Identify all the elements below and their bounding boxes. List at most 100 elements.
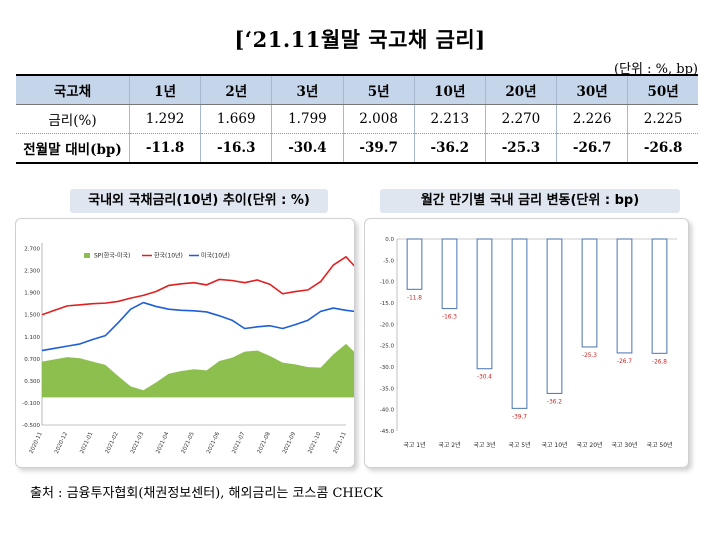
column-header: 3년 — [271, 74, 344, 105]
table-cell: -36.2 — [414, 133, 486, 164]
table-cell: 2.270 — [485, 104, 558, 134]
y-tick-label: -15.0 — [380, 301, 395, 307]
x-tick-label: 국고 50년 — [646, 441, 672, 449]
column-header: 국고채 — [16, 74, 130, 105]
data-label: -26.8 — [652, 359, 667, 365]
data-label: -11.8 — [407, 295, 422, 301]
right-chart-frame: 0.0 -5.0 -10.0 -15.0 -20.0 -25.0 -30.0 -35.0 -40… — [364, 218, 689, 468]
bar — [651, 238, 668, 354]
bar — [616, 238, 633, 354]
x-tick-label: 국고 5년 — [508, 441, 530, 449]
legend-swatch — [84, 253, 90, 258]
left-chart-frame: 2.700 2.300 1.900 1.500 1.100 0.700 0.300 -0.10… — [15, 218, 372, 468]
y-tick-label: -35.0 — [380, 386, 395, 392]
y-tick-label: 1.500 — [24, 313, 40, 319]
x-tick-label: 2021-08 — [257, 431, 272, 455]
table-row: 전월말 대비(bp) -11.8 -16.3 -30.4 -39.7 -36.2… — [16, 133, 698, 164]
table-cell: -25.3 — [485, 133, 558, 164]
x-tick-label: 국고 20년 — [576, 441, 602, 449]
table-header-row: 국고채 1년 2년 3년 5년 10년 20년 30년 50년 — [16, 74, 698, 105]
monthly-change-chart: 0.0 -5.0 -10.0 -15.0 -20.0 -25.0 -30.0 -35.0 -40… — [380, 237, 677, 449]
column-header: 5년 — [343, 74, 415, 105]
x-tick-label: 국고 2년 — [438, 441, 460, 449]
table-cell: -26.8 — [627, 133, 698, 164]
x-tick-label: 국고 1년 — [403, 441, 425, 449]
y-tick-label: -10.0 — [380, 280, 395, 286]
bar — [511, 238, 528, 409]
rates-table: 국고채 1년 2년 3년 5년 10년 20년 30년 50년 금리(%) 1.… — [16, 74, 698, 164]
x-tick-label: 2020-11 — [29, 431, 44, 454]
y-tick-label: -0.100 — [22, 401, 40, 407]
x-tick-label: 2021-09 — [282, 431, 297, 455]
bar — [581, 238, 598, 348]
y-tick-label: -5.0 — [383, 258, 394, 264]
table-cell: 1.799 — [271, 104, 344, 134]
table-cell: 2.008 — [343, 104, 415, 134]
table-cell: -39.7 — [343, 133, 415, 164]
legend-label: 한국(10년) — [154, 252, 183, 260]
table-row: 금리(%) 1.292 1.669 1.799 2.008 2.213 2.27… — [16, 104, 698, 134]
right-chart-title: 월간 만기별 국내 금리 변동(단위 : bp) — [380, 189, 680, 213]
y-tick-label: -25.0 — [380, 344, 395, 350]
column-header: 50년 — [627, 74, 698, 105]
column-header: 30년 — [556, 74, 629, 105]
x-tick-label: 국고 30년 — [611, 441, 637, 449]
y-tick-label: -30.0 — [380, 365, 395, 371]
data-label: -16.3 — [442, 315, 457, 321]
table-cell: 2.225 — [627, 104, 698, 134]
data-label: -25.3 — [582, 353, 597, 359]
y-tick-label: 2.700 — [24, 247, 40, 253]
y-tick-label: -45.0 — [380, 429, 395, 435]
row-label: 금리(%) — [16, 104, 130, 134]
y-tick-label: -0.500 — [22, 423, 40, 429]
y-tick-label: 0.700 — [24, 357, 40, 363]
table-cell: -30.4 — [271, 133, 344, 164]
x-tick-label: 2021-11 — [333, 431, 348, 454]
yield-trend-chart: 2.700 2.300 1.900 1.500 1.100 0.700 0.300 -0.10… — [22, 243, 372, 455]
table-cell: 2.213 — [414, 104, 486, 134]
table-cell: 1.292 — [129, 104, 202, 134]
korea-yield-line — [41, 255, 372, 316]
spread-area — [42, 343, 372, 398]
data-label: -26.7 — [617, 359, 632, 365]
y-tick-label: 1.900 — [24, 291, 40, 297]
y-tick-label: 2.300 — [24, 269, 40, 275]
y-tick-label: 0.300 — [24, 379, 40, 385]
column-header: 20년 — [485, 74, 558, 105]
x-tick-label: 2021-03 — [130, 431, 145, 455]
y-tick-label: -20.0 — [380, 322, 395, 328]
table-cell: 1.669 — [200, 104, 273, 134]
x-tick-label: 2021-05 — [181, 431, 196, 455]
x-tick-label: 2021-01 — [79, 431, 94, 454]
x-tick-label: 2021-02 — [105, 431, 120, 454]
bar — [476, 238, 493, 370]
x-tick-label: 2021-07 — [231, 431, 246, 455]
bar — [406, 238, 423, 290]
data-label: -36.2 — [547, 399, 562, 405]
table-cell: 2.226 — [556, 104, 629, 134]
legend-label: SP(한국-미국) — [94, 252, 130, 260]
y-tick-label: 1.100 — [24, 335, 40, 341]
row-label: 전월말 대비(bp) — [16, 133, 130, 164]
table-cell: -11.8 — [129, 133, 202, 164]
unit-note: (단위 : %, bp) — [614, 62, 698, 77]
bar — [546, 238, 563, 395]
left-chart-title: 국내외 국채금리(10년) 추이(단위 : %) — [70, 189, 328, 213]
bar — [441, 238, 458, 310]
x-tick-label: 2020-12 — [54, 431, 69, 454]
x-tick-label: 2021-10 — [307, 431, 322, 455]
y-tick-label: 0.0 — [385, 237, 394, 243]
data-label: -30.4 — [477, 375, 492, 381]
table-cell: -16.3 — [200, 133, 273, 164]
table-cell: -26.7 — [556, 133, 629, 164]
x-tick-label: 국고 10년 — [541, 441, 567, 449]
x-tick-label: 2021-04 — [155, 431, 170, 455]
x-tick-label: 국고 3년 — [473, 441, 495, 449]
legend-label: 미국(10년) — [201, 252, 230, 260]
data-label: -39.7 — [512, 414, 527, 420]
column-header: 1년 — [129, 74, 202, 105]
x-tick-label: 2021-06 — [206, 431, 221, 455]
y-tick-label: -40.0 — [380, 408, 395, 414]
page-title: [‘21.11월말 국고채 금리] — [234, 27, 486, 52]
source-note: 출처 : 금융투자협회(채권정보센터), 해외금리는 코스콤 CHECK — [30, 486, 383, 501]
